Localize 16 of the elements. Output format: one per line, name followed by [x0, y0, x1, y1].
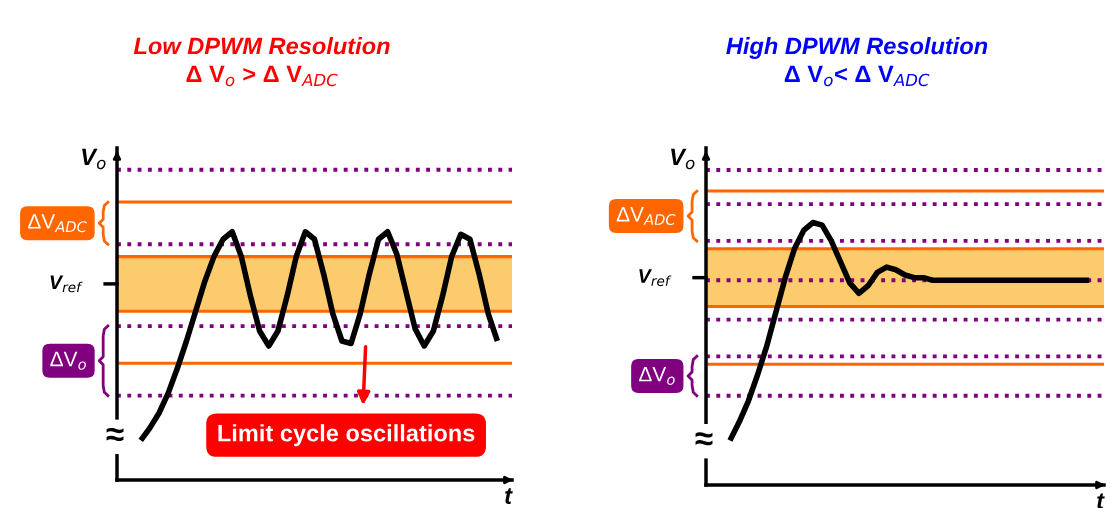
band-label: V$_{ref}$ — [50, 275, 83, 293]
text: ΔV$_{ADC}$ — [616, 207, 676, 226]
text: ≈ — [106, 427, 124, 441]
text: ΔV$_{ADC}$ — [28, 214, 87, 233]
chart-title: High DPWM Resolution — [726, 37, 988, 59]
annotation: Limit cycle oscillations — [218, 424, 475, 447]
y-axis-title: V$_{o}$ — [82, 148, 106, 170]
chart-title: Low DPWM Resolution — [133, 37, 390, 55]
text: ΔV$_{o}$ — [639, 366, 675, 385]
text: ≈ — [695, 432, 713, 446]
band-label: V$_{ref}$ — [639, 269, 672, 287]
x-axis-title: t — [505, 488, 513, 504]
text: ΔV$_{o}$ — [50, 351, 86, 370]
chart-subtitle: Δ V$_{o}$ > Δ V$_{ADC}$ — [186, 65, 338, 87]
y-axis-title: V$_{o}$ — [671, 148, 695, 170]
chart-subtitle: Δ V$_{o}$< Δ V$_{ADC}$ — [784, 65, 930, 87]
